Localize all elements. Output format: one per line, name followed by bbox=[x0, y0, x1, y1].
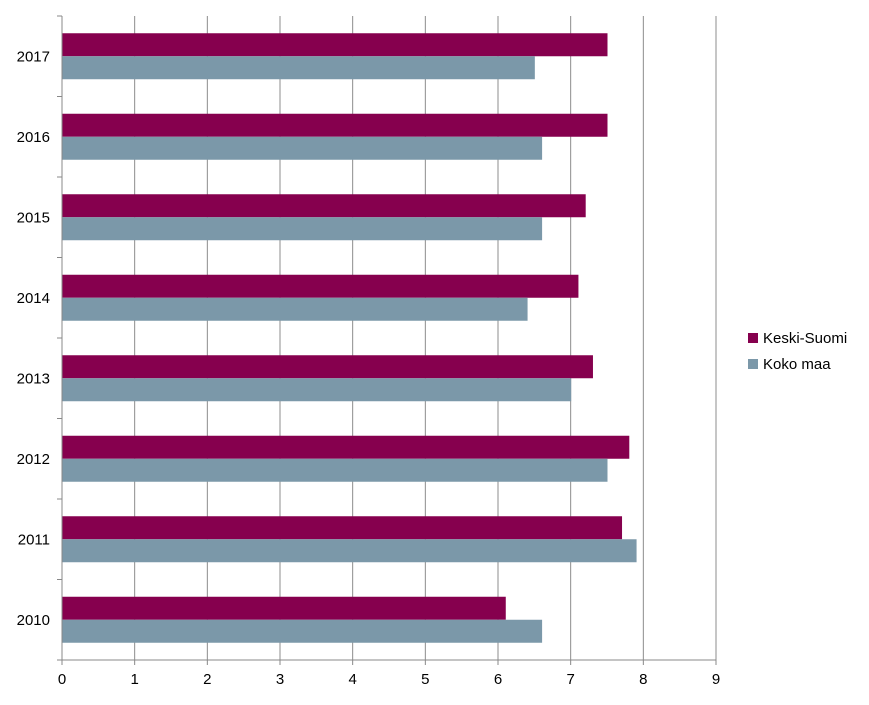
bar-koko-maa-2016 bbox=[62, 136, 543, 160]
bar-keski-suomi-2016 bbox=[62, 113, 608, 137]
y-tick-label-2012: 2012 bbox=[17, 451, 50, 468]
bar-koko-maa-2017 bbox=[62, 56, 535, 80]
bar-koko-maa-2013 bbox=[62, 378, 572, 402]
bar-koko-maa-2014 bbox=[62, 297, 528, 321]
bar-keski-suomi-2012 bbox=[62, 435, 630, 459]
x-tick-label-5: 5 bbox=[421, 671, 429, 688]
legend-label-koko-maa: Koko maa bbox=[763, 355, 831, 373]
legend-swatch-keski-suomi bbox=[748, 333, 758, 343]
bar-koko-maa-2010 bbox=[62, 619, 543, 643]
bar-keski-suomi-2015 bbox=[62, 194, 586, 218]
bar-keski-suomi-2014 bbox=[62, 274, 579, 298]
x-tick-label-7: 7 bbox=[566, 671, 574, 688]
bars bbox=[62, 33, 637, 643]
y-tick-label-2016: 2016 bbox=[17, 129, 50, 146]
x-tick-label-1: 1 bbox=[130, 671, 138, 688]
y-tick-label-2015: 2015 bbox=[17, 209, 50, 226]
legend-item-keski-suomi: Keski-Suomi bbox=[748, 325, 847, 351]
legend-label-keski-suomi: Keski-Suomi bbox=[763, 329, 848, 347]
x-tick-label-3: 3 bbox=[276, 671, 284, 688]
bar-koko-maa-2011 bbox=[62, 539, 637, 563]
bar-keski-suomi-2011 bbox=[62, 516, 623, 540]
bar-koko-maa-2012 bbox=[62, 458, 608, 482]
bar-keski-suomi-2013 bbox=[62, 355, 593, 379]
y-tick-label-2013: 2013 bbox=[17, 370, 50, 387]
tick-labels: 0 1 2 3 4 5 6 7 8 9 2017 2016 2015 2014 2013 2012 2011 20… bbox=[17, 15, 720, 688]
legend-item-koko-maa: Koko maa bbox=[748, 351, 847, 377]
y-tick-label-2017: 2017 bbox=[17, 48, 50, 65]
x-tick-label-4: 4 bbox=[348, 671, 356, 688]
x-tick-label-6: 6 bbox=[494, 671, 502, 688]
bar-keski-suomi-2010 bbox=[62, 596, 506, 620]
y-tick-label-2010: 2010 bbox=[17, 612, 50, 629]
x-tick-label-0: 0 bbox=[58, 671, 66, 688]
x-tick-label-9: 9 bbox=[712, 671, 720, 688]
legend: Keski-Suomi Koko maa bbox=[748, 325, 847, 377]
bar-koko-maa-2015 bbox=[62, 217, 543, 241]
x-tick-label-2: 2 bbox=[203, 671, 211, 688]
legend-swatch-koko-maa bbox=[748, 359, 758, 369]
gridlines bbox=[134, 16, 717, 660]
bar-keski-suomi-2017 bbox=[62, 33, 608, 57]
axes bbox=[61, 16, 716, 661]
y-tick-label-2011: 2011 bbox=[18, 531, 50, 548]
y-tick-label-2014: 2014 bbox=[17, 290, 50, 307]
x-tick-label-8: 8 bbox=[639, 671, 647, 688]
